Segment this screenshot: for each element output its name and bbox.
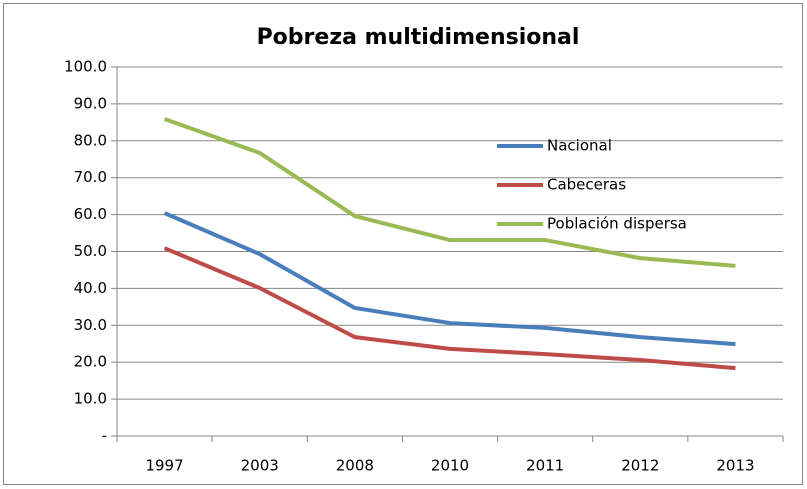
y-tick-label: 50.0 — [74, 242, 107, 260]
y-tick-label: 80.0 — [74, 131, 107, 149]
y-tick-label: - — [102, 427, 107, 445]
x-tick-label: 2010 — [431, 457, 469, 475]
series-line — [163, 211, 736, 347]
y-tick-label: 70.0 — [74, 168, 107, 186]
x-tick-label: 2012 — [621, 457, 659, 475]
chart-title: Pobreza multidimensional — [257, 25, 580, 50]
x-tick-label: 2003 — [241, 457, 279, 475]
x-tick-label: 1997 — [145, 457, 183, 475]
y-tick-label: 90.0 — [74, 94, 107, 112]
y-tick-label: 60.0 — [74, 205, 107, 223]
series-line — [163, 117, 736, 268]
y-tick-label: 100.0 — [64, 58, 107, 76]
legend-label: Población dispersa — [547, 215, 687, 233]
y-tick-label: 20.0 — [74, 353, 107, 371]
x-tick-label: 2008 — [336, 457, 374, 475]
y-tick-label: 40.0 — [74, 279, 107, 297]
chart-border — [3, 3, 803, 485]
x-tick-label: 2011 — [526, 457, 564, 475]
legend-label: Nacional — [547, 137, 612, 155]
x-tick-label: 2013 — [716, 457, 754, 475]
y-tick-label: 10.0 — [74, 390, 107, 408]
legend-label: Cabeceras — [547, 176, 626, 194]
y-tick-label: 30.0 — [74, 316, 107, 334]
series-line — [163, 246, 736, 371]
